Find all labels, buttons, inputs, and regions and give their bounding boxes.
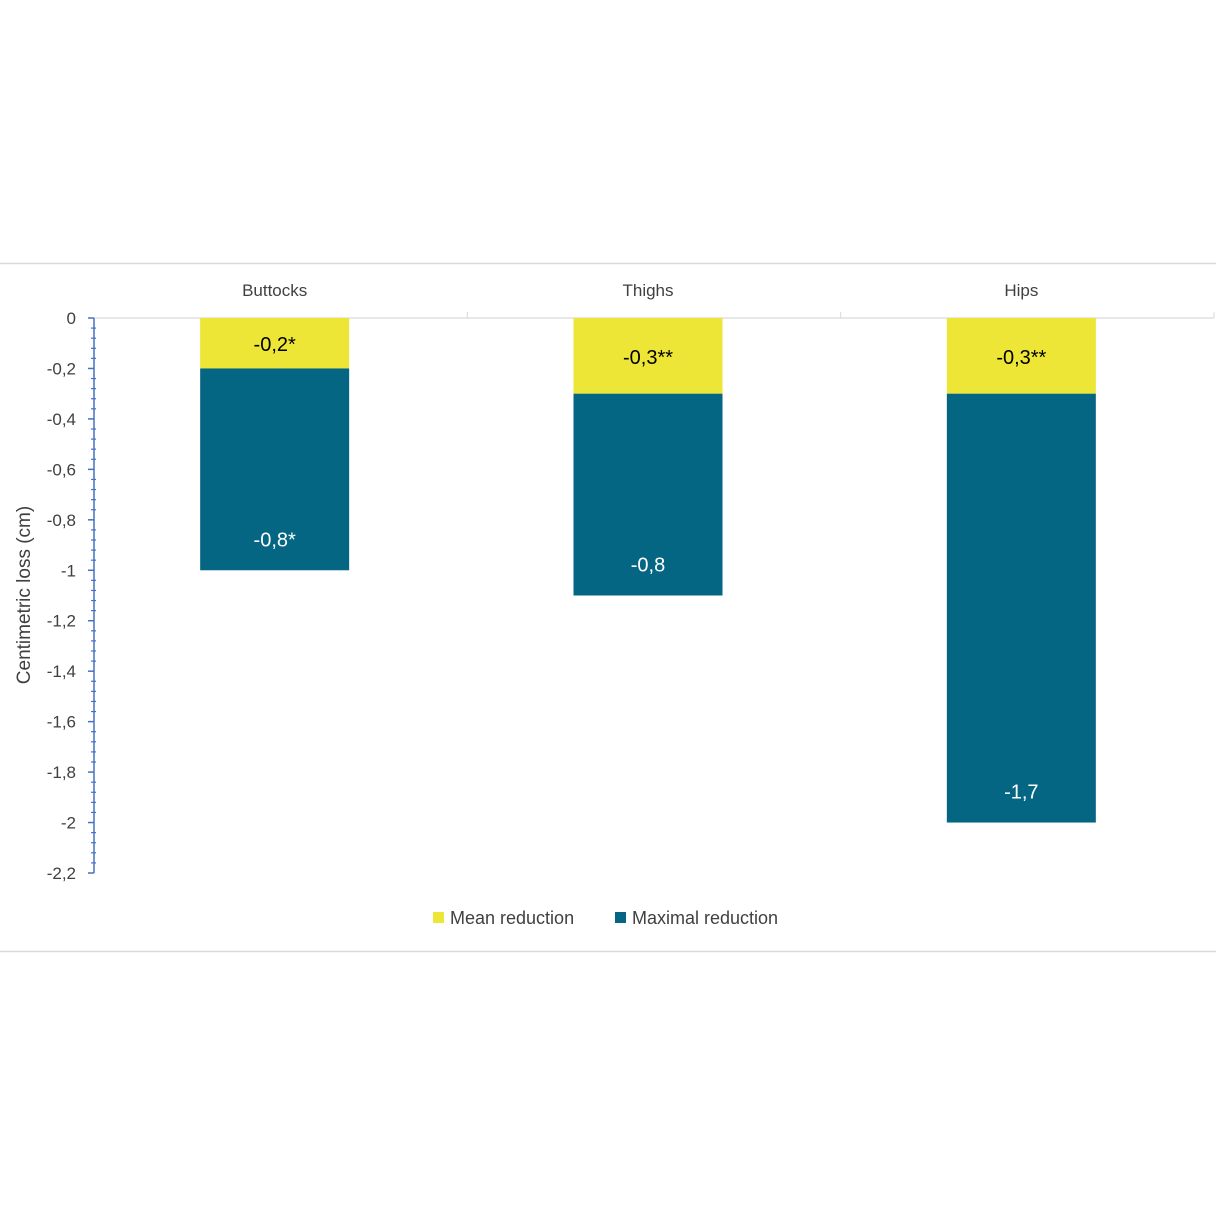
bar-mean-reduction — [573, 318, 723, 394]
legend-swatch-mean — [433, 912, 444, 923]
data-label: -0,3** — [996, 347, 1046, 369]
y-tick-label: -0,4 — [47, 410, 76, 429]
data-label: -1,7 — [1004, 782, 1038, 804]
y-axis-label: Centimetric loss (cm) — [14, 506, 35, 684]
legend-label-mean: Mean reduction — [450, 908, 574, 928]
bar-maximal-reduction — [200, 368, 350, 571]
y-tick-label: -1,8 — [47, 763, 76, 782]
category-label: Hips — [1004, 281, 1038, 300]
data-label: -0,8* — [254, 529, 296, 551]
legend-swatch-maximal — [615, 912, 626, 923]
y-tick-label: -1,2 — [47, 612, 76, 631]
y-tick-label: -1,6 — [47, 713, 76, 732]
bar-maximal-reduction — [946, 393, 1096, 823]
bar-mean-reduction — [200, 318, 350, 369]
data-label: -0,3** — [623, 347, 673, 369]
y-tick-label: -2,2 — [47, 864, 76, 883]
y-tick-label: -1,4 — [47, 662, 76, 681]
legend-label-maximal: Maximal reduction — [632, 908, 778, 928]
y-tick-label: 0 — [67, 309, 76, 328]
data-label: -0,2* — [254, 334, 296, 356]
bar-maximal-reduction — [573, 393, 723, 596]
y-tick-label: -0,6 — [47, 460, 76, 479]
y-tick-label: -2 — [61, 814, 76, 833]
legend: Mean reduction Maximal reduction — [433, 908, 778, 928]
y-tick-label: -0,8 — [47, 511, 76, 530]
category-label: Buttocks — [242, 281, 307, 300]
data-label: -0,8 — [631, 555, 665, 577]
category-label: Thighs — [622, 281, 673, 300]
y-tick-label: -0,2 — [47, 359, 76, 378]
y-tick-label: -1 — [61, 561, 76, 580]
bar-mean-reduction — [946, 318, 1096, 394]
